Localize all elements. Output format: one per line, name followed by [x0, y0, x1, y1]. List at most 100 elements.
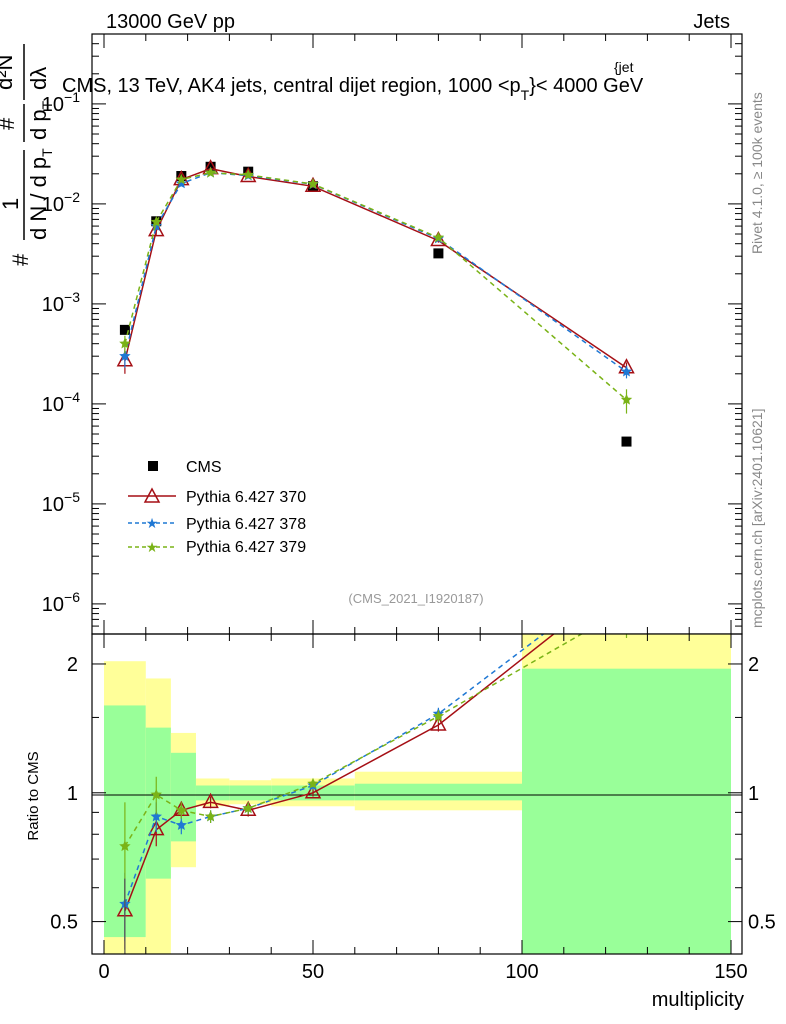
band-green-6	[354, 783, 522, 801]
cms-point-7	[621, 436, 632, 447]
ratio-axis-ticks: 0.5 0.5 1 1 2 2 0 50 100 150	[50, 634, 776, 983]
p378-point-7	[620, 365, 633, 377]
ratio-xtick-label-1: 50	[302, 961, 324, 983]
main-ytick-label-2: 10−4	[42, 389, 80, 416]
ratio-ytick-label-right-0: 0.5	[748, 912, 776, 934]
legend-marker-379: ★	[146, 539, 159, 555]
ratio-plot-frame	[91, 633, 743, 955]
ratio-p379-point-7	[621, 602, 632, 613]
header-right: Jets	[693, 11, 730, 33]
legend-label-370: Pythia 6.427 370	[186, 489, 306, 506]
main-ytick-label-4: 10−2	[42, 189, 80, 216]
p378-point-1	[150, 220, 162, 231]
mcplots-label: mcplots.cern.ch [arXiv:2401.10621]	[749, 409, 765, 628]
ratio-p370-point-6	[430, 715, 447, 731]
ratio-p378-point-1	[150, 810, 162, 822]
ylabel-denom-sub: T	[39, 148, 55, 157]
band-green-7	[522, 668, 731, 954]
legend-label-379: Pythia 6.427 379	[186, 539, 306, 556]
title-sup: {jet	[614, 59, 634, 75]
ratio-ytick-label-2: 2	[67, 654, 78, 676]
header-left: 13000 GeV pp	[106, 11, 235, 33]
p379-point-0	[119, 337, 131, 349]
ratio-p379-point-6	[432, 710, 445, 722]
ratio-p379-point-5	[307, 777, 319, 789]
ratio-ytick-label-right-1: 1	[748, 783, 759, 805]
title-suffix: }< 4000 GeV	[529, 75, 644, 97]
p370-point-6	[430, 230, 447, 247]
title-sub: T	[521, 87, 530, 103]
p379-point-1	[150, 215, 162, 227]
rivet-label: Rivet 4.1.0, ≥ 100k events	[749, 92, 765, 254]
ratio-series-line-2	[124, 634, 584, 847]
p379-point-4	[242, 168, 254, 180]
band-green-4	[229, 785, 272, 801]
chart-title: CMS, 13 TeV, AK4 jets, central dijet reg…	[62, 59, 644, 103]
cms-point-0	[119, 324, 130, 335]
ylabel-hash2: #	[0, 117, 19, 130]
ylabel-dpt-sub: T	[39, 100, 55, 109]
title-prefix: CMS, 13 TeV, AK4 jets, central dijet reg…	[62, 75, 521, 97]
ratio-series	[116, 565, 634, 954]
ylabel-d2n: d²N	[0, 55, 17, 90]
main-y-label: # 1 d N / d pT # d pT d²N dλ	[0, 44, 55, 266]
ratio-p379-point-2	[175, 804, 187, 816]
main-ytick-label-0: 10−6	[42, 589, 80, 616]
p370-point-1	[147, 221, 165, 237]
main-ytick-label-3: 10−3	[42, 289, 80, 316]
band-green-3	[195, 785, 230, 801]
x-axis-label: multiplicity	[652, 989, 744, 1011]
svg-text:d N / d pT: d N / d pT	[26, 148, 55, 240]
ratio-p370-point-5	[304, 783, 322, 799]
legend: CMS Pythia 6.427 370 ★ Pythia 6.427 378 …	[128, 459, 306, 556]
analysis-id-watermark: (CMS_2021_I1920187)	[348, 591, 483, 606]
p378-point-0	[119, 350, 131, 361]
ratio-ytick-label-right-2: 2	[748, 654, 759, 676]
ratio-ytick-label-1: 1	[67, 783, 78, 805]
main-series-line-2	[124, 171, 627, 373]
ylabel-one: 1	[0, 198, 23, 210]
legend-label-cms: CMS	[186, 459, 222, 476]
ratio-p379-point-1	[150, 788, 162, 800]
ratio-p379-point-4	[242, 802, 254, 814]
ratio-p370-point-3	[202, 792, 219, 809]
ylabel-dl: dλ	[26, 67, 51, 90]
main-series-line-1	[124, 167, 627, 369]
ratio-p370-point-7	[620, 569, 634, 582]
main-ytick-label-1: 10−5	[42, 489, 80, 516]
p378-point-2	[175, 177, 187, 189]
svg-text:CMS, 13 TeV, AK4 jets, central: CMS, 13 TeV, AK4 jets, central dijet reg…	[62, 75, 644, 103]
main-axis-ticks: 10−6 10−5 10−4 10−3 10−2 10−1	[42, 33, 742, 634]
ylabel-denom: d N / d p	[26, 157, 51, 240]
p379-point-6	[432, 231, 445, 243]
p370-point-5	[304, 176, 322, 193]
ratio-p379-point-3	[204, 810, 217, 822]
p379-point-7	[620, 393, 633, 405]
legend-label-378: Pythia 6.427 378	[186, 516, 306, 533]
cms-point-6	[433, 248, 444, 259]
svg-text:d pT: d pT	[26, 100, 55, 140]
legend-marker-370	[143, 487, 161, 503]
ratio-series-line-0	[124, 634, 555, 912]
main-ytick-label-5: 10−1	[42, 89, 80, 116]
band-green-1	[145, 727, 171, 879]
legend-marker-cms	[148, 461, 158, 471]
ylabel-dpt: d p	[26, 109, 51, 140]
ratio-p378-point-2	[175, 819, 187, 830]
ratio-xtick-label-2: 100	[505, 961, 538, 983]
main-series	[116, 159, 635, 447]
legend-marker-378: ★	[146, 515, 159, 531]
p379-point-2	[175, 173, 187, 185]
ratio-p379-point-0	[119, 840, 131, 852]
ratio-p370-point-1	[147, 820, 165, 836]
ratio-xtick-label-3: 150	[714, 961, 747, 983]
ratio-ytick-label-0: 0.5	[50, 912, 78, 934]
p379-point-3	[204, 166, 217, 178]
ratio-xtick-label-0: 0	[98, 961, 109, 983]
main-series-line-3	[124, 171, 627, 401]
ratio-p378-point-7	[621, 565, 632, 576]
ratio-y-label: Ratio to CMS	[25, 751, 42, 840]
p379-point-5	[307, 178, 319, 189]
ylabel-hash: #	[8, 253, 33, 266]
